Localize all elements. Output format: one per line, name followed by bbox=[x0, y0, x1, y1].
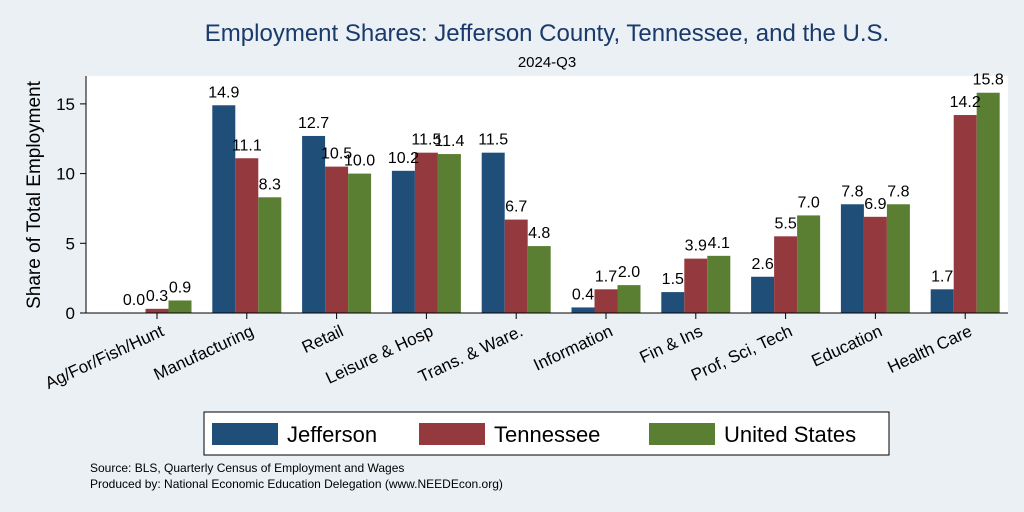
y-tick-label: 5 bbox=[66, 234, 75, 253]
data-label: 11.1 bbox=[232, 137, 262, 154]
chart-subtitle: 2024-Q3 bbox=[518, 54, 576, 71]
data-label: 0.3 bbox=[146, 288, 168, 305]
bar bbox=[953, 115, 977, 313]
y-tick-label: 0 bbox=[66, 304, 75, 323]
bar bbox=[414, 152, 438, 313]
data-label: 0.0 bbox=[123, 292, 145, 309]
bar bbox=[930, 289, 954, 313]
legend-box bbox=[203, 411, 890, 456]
data-label: 10.2 bbox=[388, 150, 419, 167]
bar bbox=[594, 289, 618, 313]
data-label: 7.8 bbox=[841, 183, 863, 200]
bars bbox=[145, 92, 1000, 314]
bar bbox=[571, 307, 595, 313]
bar bbox=[527, 246, 551, 313]
data-label: 6.9 bbox=[864, 196, 886, 213]
legend-swatch bbox=[649, 423, 715, 445]
bar bbox=[235, 158, 259, 313]
data-labels: 0.0 0.3 0.914.911.18.312.710.510.0 10.211.5… bbox=[123, 72, 1004, 309]
bar bbox=[774, 236, 798, 313]
bar bbox=[684, 258, 708, 313]
bar bbox=[302, 135, 326, 313]
legend-label: Tennessee bbox=[494, 422, 600, 447]
bar bbox=[976, 92, 1000, 314]
y-tick-label: 10 bbox=[56, 165, 75, 184]
data-label: 15.8 bbox=[973, 72, 1004, 89]
data-label: 0.4 bbox=[572, 286, 594, 303]
data-label: 1.7 bbox=[595, 268, 617, 285]
data-label: 3.9 bbox=[685, 238, 707, 255]
data-label: 8.3 bbox=[259, 176, 281, 193]
bar bbox=[325, 166, 349, 313]
bar bbox=[504, 219, 528, 313]
data-label: 2.6 bbox=[751, 256, 773, 273]
data-label: 5.5 bbox=[774, 215, 796, 232]
data-label: 1.7 bbox=[931, 268, 953, 285]
bar bbox=[391, 170, 415, 313]
data-label: 14.2 bbox=[950, 94, 981, 111]
data-label: 7.0 bbox=[797, 194, 819, 211]
y-axis: 0 5 10 15 bbox=[56, 76, 87, 323]
data-label: 2.0 bbox=[618, 264, 640, 281]
bar bbox=[168, 300, 192, 313]
source-note: Source: BLS, Quarterly Census of Employm… bbox=[90, 461, 404, 475]
data-label: 4.1 bbox=[708, 235, 730, 252]
bar bbox=[212, 105, 236, 313]
chart-title: Employment Shares: Jefferson County, Ten… bbox=[205, 20, 889, 47]
data-label: 10.5 bbox=[321, 146, 352, 163]
legend-swatch bbox=[419, 423, 485, 445]
data-label: 7.8 bbox=[887, 183, 909, 200]
data-label: 11.5 bbox=[478, 132, 508, 149]
data-label: 11.4 bbox=[434, 133, 464, 150]
y-tick-label: 15 bbox=[56, 95, 75, 114]
data-label: 0.9 bbox=[169, 279, 191, 296]
bar bbox=[863, 216, 887, 313]
data-label: 6.7 bbox=[505, 199, 527, 216]
legend-swatch bbox=[212, 423, 278, 445]
data-label: 4.8 bbox=[528, 225, 550, 242]
bar bbox=[437, 154, 461, 313]
bar bbox=[886, 204, 910, 313]
bar bbox=[661, 292, 685, 313]
bar bbox=[840, 204, 864, 313]
y-axis-title: Share of Total Employment bbox=[24, 80, 45, 308]
bar bbox=[751, 276, 775, 313]
bar bbox=[617, 285, 641, 313]
data-label: 11.5 bbox=[411, 132, 441, 149]
legend-label: United States bbox=[724, 422, 856, 447]
legend-label: Jefferson bbox=[287, 422, 377, 447]
bar bbox=[707, 255, 731, 313]
legend: Jefferson Tennessee United States bbox=[203, 411, 890, 456]
bar bbox=[348, 173, 372, 313]
bar bbox=[145, 308, 169, 313]
produced-by-note: Produced by: National Economic Education… bbox=[90, 477, 503, 491]
legend-items: Jefferson Tennessee United States bbox=[212, 422, 856, 447]
data-label: 14.9 bbox=[208, 84, 239, 101]
bar bbox=[258, 197, 282, 313]
bar bbox=[797, 215, 821, 313]
data-label: 10.0 bbox=[344, 153, 375, 170]
data-label: 1.5 bbox=[662, 271, 684, 288]
bar bbox=[481, 152, 505, 313]
data-label: 12.7 bbox=[298, 115, 329, 132]
